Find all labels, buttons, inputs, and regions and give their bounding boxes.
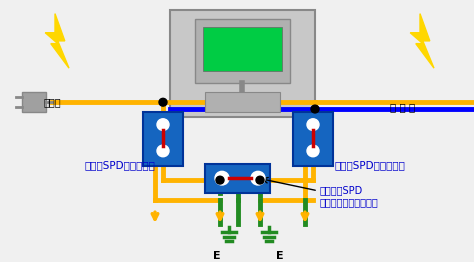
Circle shape bbox=[251, 171, 265, 185]
Circle shape bbox=[215, 171, 229, 185]
Circle shape bbox=[216, 176, 224, 184]
Circle shape bbox=[307, 119, 319, 130]
FancyBboxPatch shape bbox=[170, 10, 315, 117]
Text: （アースバランサー）: （アースバランサー） bbox=[320, 198, 379, 208]
Text: E: E bbox=[213, 251, 221, 261]
FancyBboxPatch shape bbox=[293, 112, 333, 166]
FancyBboxPatch shape bbox=[195, 19, 290, 83]
Text: E: E bbox=[276, 251, 284, 261]
Text: 接地間用SPD: 接地間用SPD bbox=[320, 185, 363, 195]
Circle shape bbox=[256, 176, 264, 184]
Polygon shape bbox=[410, 14, 434, 68]
FancyBboxPatch shape bbox=[143, 112, 183, 166]
Text: 電源線: 電源線 bbox=[43, 97, 61, 107]
Circle shape bbox=[307, 145, 319, 157]
Circle shape bbox=[157, 145, 169, 157]
Text: 通信用SPD（避雷器）: 通信用SPD（避雷器） bbox=[335, 161, 406, 171]
Text: 通 信 線: 通 信 線 bbox=[390, 102, 415, 112]
Circle shape bbox=[159, 98, 167, 106]
FancyBboxPatch shape bbox=[205, 163, 270, 193]
FancyBboxPatch shape bbox=[22, 92, 46, 112]
Circle shape bbox=[157, 119, 169, 130]
FancyBboxPatch shape bbox=[203, 27, 282, 71]
Text: 電源用SPD（避雷器）: 電源用SPD（避雷器） bbox=[85, 161, 156, 171]
Polygon shape bbox=[45, 14, 69, 68]
Circle shape bbox=[311, 105, 319, 113]
FancyBboxPatch shape bbox=[205, 92, 280, 112]
